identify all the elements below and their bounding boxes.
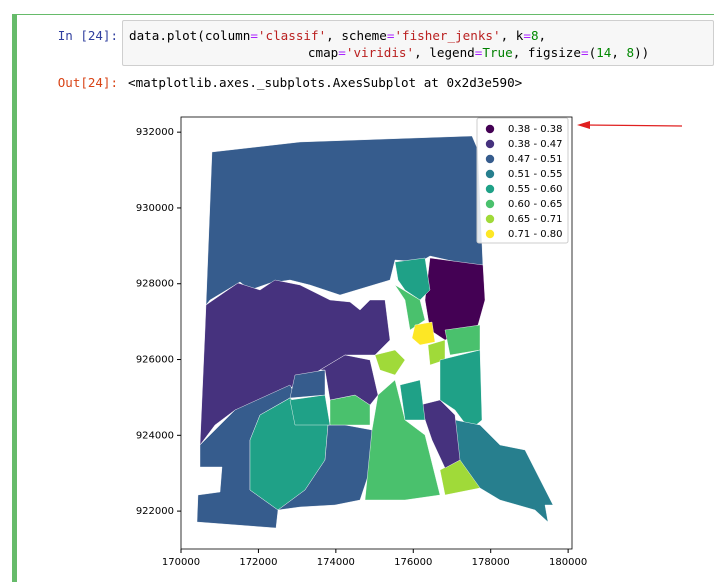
x-tick-label: 180000 — [549, 557, 587, 568]
legend-marker — [485, 184, 495, 194]
code-token: ( — [588, 45, 597, 60]
x-tick-label: 178000 — [472, 557, 510, 568]
legend-label: 0.55 - 0.60 — [508, 184, 563, 195]
x-tick-label: 176000 — [394, 557, 432, 568]
x-tick-label: 174000 — [317, 557, 355, 568]
y-tick-label: 928000 — [136, 279, 174, 290]
legend-label: 0.65 - 0.71 — [508, 214, 563, 225]
legend-marker — [485, 199, 495, 209]
arrow-line — [583, 124, 683, 127]
code-input[interactable]: data.plot(column='classif', scheme='fish… — [122, 20, 714, 66]
legend-label: 0.38 - 0.47 — [508, 139, 563, 150]
cell-marker — [12, 14, 17, 582]
cell-border — [12, 14, 714, 15]
code-token: = — [474, 45, 483, 60]
code-token: data.plot(column — [129, 28, 251, 43]
region — [289, 369, 326, 399]
code-token: , legend — [414, 45, 475, 60]
code-line: data.plot(column='classif', scheme='fish… — [129, 28, 546, 43]
input-prompt: In [24]: — [57, 28, 118, 43]
code-token: 8 — [530, 28, 539, 43]
region — [444, 324, 481, 356]
code-token: 'fisher_jenks' — [394, 28, 501, 43]
legend-marker — [485, 169, 495, 179]
code-token: True — [482, 45, 513, 60]
output-prompt: Out[24]: — [57, 75, 118, 90]
legend-marker — [485, 214, 495, 224]
axes-frame — [180, 116, 573, 550]
legend-marker — [485, 124, 495, 134]
legend-label: 0.47 - 0.51 — [508, 154, 563, 165]
y-tick-label: 922000 — [136, 506, 174, 517]
code-token: 'viridis' — [345, 45, 415, 60]
region — [394, 257, 431, 301]
region — [319, 354, 379, 406]
region — [199, 279, 391, 446]
region — [364, 379, 441, 501]
region — [419, 399, 461, 469]
legend-marker — [485, 229, 495, 239]
code-token: , — [611, 45, 627, 60]
output-text: <matplotlib.axes._subplots.AxesSubplot a… — [128, 75, 523, 90]
region — [374, 349, 406, 376]
code-token: = — [338, 45, 346, 60]
legend-label: 0.38 - 0.38 — [508, 124, 563, 135]
y-tick-label: 930000 — [136, 203, 174, 214]
code-line: cmap='viridis', legend=True, figsize=(14… — [129, 45, 649, 60]
legend-label: 0.71 - 0.80 — [508, 229, 563, 240]
y-tick-label: 924000 — [136, 430, 174, 441]
region — [454, 419, 554, 523]
code-token: 'classif' — [257, 28, 327, 43]
code-token: 8 — [626, 45, 635, 60]
legend-box — [476, 117, 569, 244]
x-tick-label: 170000 — [162, 557, 200, 568]
code-token: cmap — [307, 45, 339, 60]
y-tick-label: 932000 — [136, 127, 174, 138]
x-tick-label: 172000 — [239, 557, 277, 568]
code-token: , k — [500, 28, 524, 43]
code-token: = — [386, 28, 395, 43]
code-token: , — [538, 28, 547, 43]
legend-marker — [485, 139, 495, 149]
legend: 0.38 - 0.38 0.38 - 0.47 0.47 - 0.51 0.51 - … — [476, 117, 569, 244]
code-token: , scheme — [326, 28, 387, 43]
code-token: = — [580, 45, 589, 60]
legend-label: 0.60 - 0.65 — [508, 199, 563, 210]
code-token: , figsize — [512, 45, 581, 60]
code-token: = — [250, 28, 258, 43]
code-token: )) — [634, 45, 650, 60]
arrow-head — [577, 121, 590, 129]
region — [289, 394, 331, 426]
region — [399, 379, 426, 421]
y-tick-label: 926000 — [136, 355, 174, 366]
code-token: 14 — [596, 45, 612, 60]
region — [411, 321, 436, 346]
code-token: = — [523, 28, 531, 43]
map — [196, 135, 554, 529]
legend-label: 0.51 - 0.55 — [508, 169, 563, 180]
legend-marker — [485, 154, 495, 164]
annotation-arrow — [577, 121, 683, 129]
